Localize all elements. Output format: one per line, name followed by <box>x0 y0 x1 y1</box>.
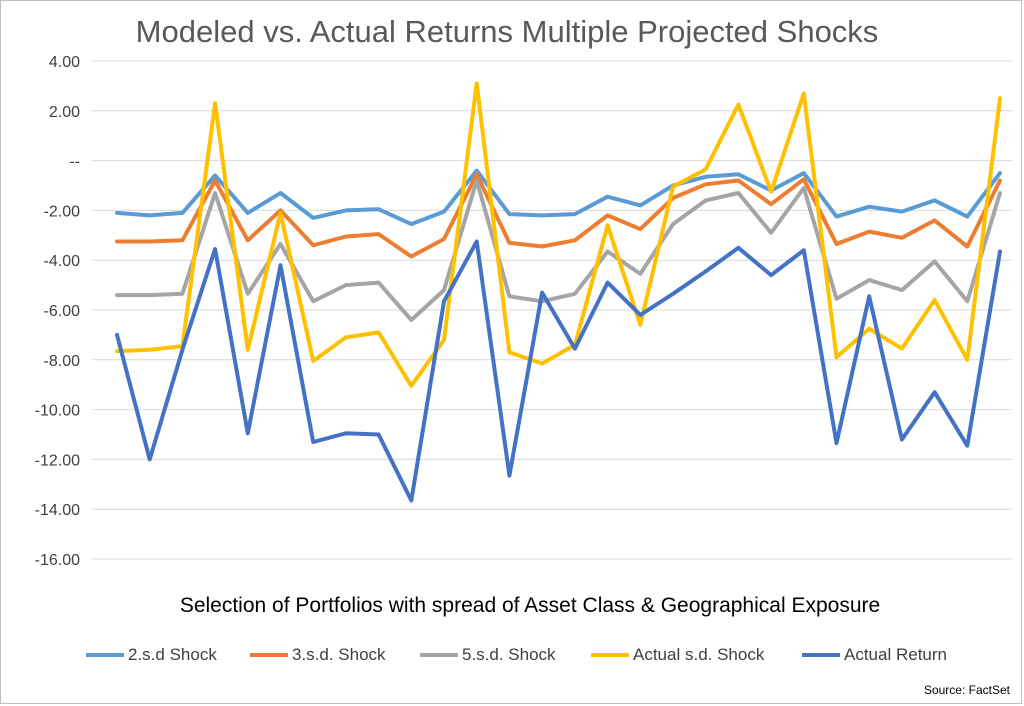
legend-item: 2.s.d Shock <box>86 644 217 666</box>
legend-swatch <box>250 653 288 657</box>
legend-swatch <box>591 653 629 657</box>
y-tick-label: -4.00 <box>44 253 81 270</box>
legend-item: 3.s.d. Shock <box>250 644 386 666</box>
series-lines <box>115 81 1002 503</box>
source-note: Source: FactSet <box>923 683 1010 697</box>
chart-title: Modeled vs. Actual Returns Multiple Proj… <box>0 14 1024 50</box>
legend-swatch <box>420 653 458 657</box>
legend: 2.s.d Shock 3.s.d. Shock 5.s.d. Shock Actua… <box>0 644 1024 666</box>
y-tick-label: -8.00 <box>44 353 81 370</box>
gridlines <box>92 60 1012 560</box>
legend-item: Actual s.d. Shock <box>591 644 764 666</box>
legend-label: 3.s.d. Shock <box>292 645 386 664</box>
legend-label: Actual Return <box>844 645 947 664</box>
y-tick-label: 4.00 <box>49 54 80 71</box>
legend-item: 5.s.d. Shock <box>420 644 556 666</box>
legend-label: 2.s.d Shock <box>128 645 217 664</box>
series-line-2 <box>115 172 1002 259</box>
chart-title-text: Modeled vs. Actual Returns Multiple Proj… <box>135 14 879 49</box>
y-tick-label: -10.00 <box>35 403 80 420</box>
legend-item: Actual Return <box>802 644 947 666</box>
y-tick-label: -12.00 <box>35 452 80 469</box>
legend-swatch <box>802 653 840 657</box>
y-tick-label: -16.00 <box>35 552 80 569</box>
series-line-3 <box>115 178 1002 322</box>
series-line-1 <box>115 168 1002 227</box>
y-tick-label: -14.00 <box>35 502 80 519</box>
y-tick-label: -2.00 <box>44 203 81 220</box>
y-axis: 4.00 2.00 -- -2.00 -4.00 -6.00 -8.00 -10.00 -12.… <box>35 54 80 569</box>
y-tick-label: -6.00 <box>44 303 81 320</box>
legend-label: Actual s.d. Shock <box>633 645 765 664</box>
y-tick-label: -- <box>69 154 80 171</box>
series-line-4 <box>115 81 1002 388</box>
y-tick-label: 2.00 <box>49 104 80 121</box>
legend-swatch <box>86 653 124 657</box>
series-line-5 <box>115 239 1002 503</box>
x-axis-label: Selection of Portfolios with spread of A… <box>179 594 881 617</box>
legend-label: 5.s.d. Shock <box>462 645 556 664</box>
